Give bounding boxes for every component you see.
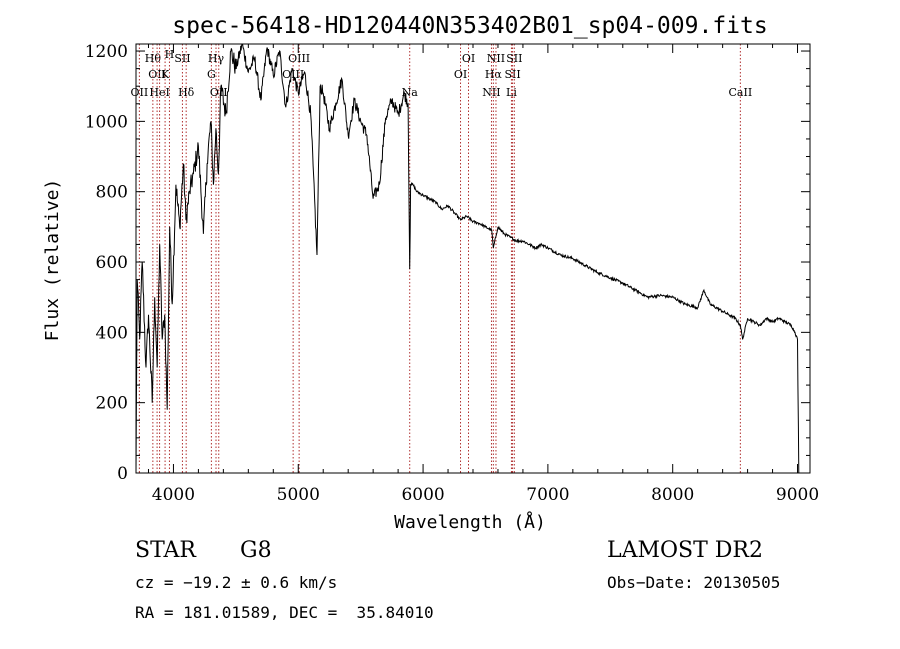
spectral-line-label: OII xyxy=(210,86,228,99)
spectral-line-label: Hθ xyxy=(145,52,162,65)
x-tick-label: 8000 xyxy=(651,485,694,505)
spectral-line-label: Hδ xyxy=(178,86,195,99)
object-class: STAR xyxy=(135,538,196,563)
spectral-line-label: SII xyxy=(174,52,190,65)
spectral-line-label: H xyxy=(165,48,175,61)
series-layer xyxy=(135,43,800,474)
y-tick-label: 1000 xyxy=(85,112,128,132)
x-axis-label: Wavelength (Å) xyxy=(394,511,546,533)
obs-date: Obs−Date: 20130505 xyxy=(607,573,781,592)
spectral-line-label: K xyxy=(161,68,170,81)
x-tick-label: 9000 xyxy=(776,485,819,505)
spectral-line-label: SII xyxy=(506,52,522,65)
chart-title: spec-56418-HD120440N353402B01_sp04-009.f… xyxy=(172,13,767,39)
y-tick-label: 0 xyxy=(117,464,128,484)
x-tick-label: 5000 xyxy=(277,485,320,505)
survey-name: LAMOST DR2 xyxy=(607,538,763,563)
spectral-line-label: G xyxy=(207,68,216,81)
y-tick-label: 800 xyxy=(96,183,128,203)
coordinates: RA = 181.01589, DEC = 35.84010 xyxy=(135,603,434,622)
x-tick-label: 6000 xyxy=(401,485,444,505)
x-tick-label: 7000 xyxy=(526,485,569,505)
plot-frame xyxy=(135,43,811,474)
y-tick-label: 400 xyxy=(96,323,128,343)
y-tick-label: 200 xyxy=(96,394,128,414)
y-axis-label: Flux (relative) xyxy=(42,179,63,342)
spectral-line-label: Hγ xyxy=(208,52,225,65)
spectral-line-label: HeI xyxy=(149,86,169,99)
spectral-line-label: OI xyxy=(462,52,475,65)
spectral-line-label: OIII xyxy=(288,52,310,65)
spectral-line-label: SII xyxy=(504,68,520,81)
axis-layer: 4000 5000 6000 7000 8000 9000 0 200 400 600 800 100… xyxy=(85,42,819,505)
object-subclass: G8 xyxy=(240,538,272,563)
spectral-line-label: OII xyxy=(131,86,149,99)
spectral-line-label: NII xyxy=(487,52,505,65)
redshift-cz: cz = −19.2 ± 0.6 km/s xyxy=(135,573,338,592)
spectral-line-label: Hα xyxy=(485,68,503,81)
spectral-line-label: Li xyxy=(506,86,517,99)
spectral-line-label: CaII xyxy=(729,86,753,99)
spectral-line-label: NII xyxy=(482,86,500,99)
y-tick-label: 1200 xyxy=(85,42,128,62)
spectral-line-label: OII xyxy=(148,68,166,81)
spectral-line-label: OI xyxy=(454,68,467,81)
spectrum-line xyxy=(135,43,800,474)
y-tick-label: 600 xyxy=(96,253,128,273)
x-tick-label: 4000 xyxy=(152,485,195,505)
